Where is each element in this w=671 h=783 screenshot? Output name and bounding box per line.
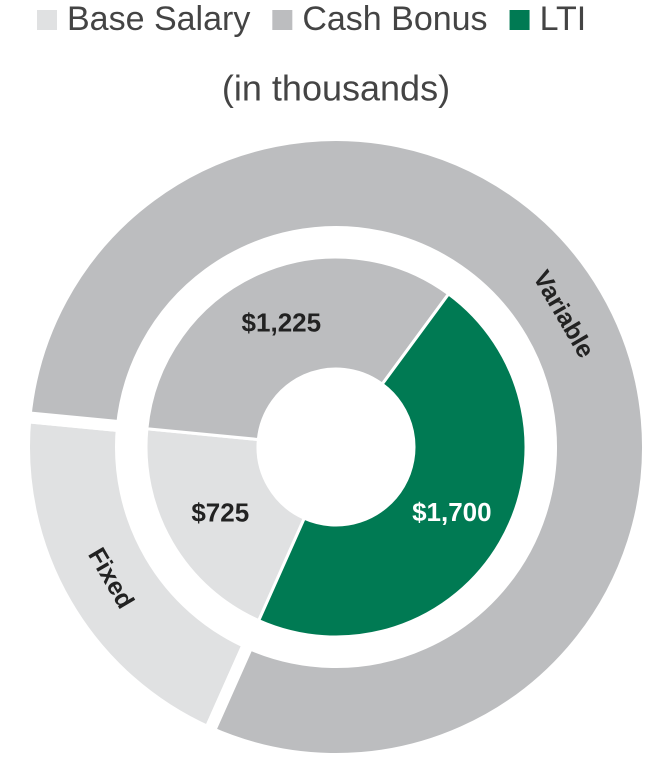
data-label: $1,700 [412, 497, 492, 527]
data-label: $1,225 [242, 308, 322, 338]
data-label: $725 [191, 497, 249, 527]
legend-label: Cash Bonus [302, 0, 487, 38]
inner-segment [256, 291, 528, 639]
legend: Base Salary Cash Bonus LTI [37, 0, 586, 38]
outer-segment [18, 129, 654, 765]
inner-segment [145, 255, 451, 442]
legend-swatch [272, 10, 293, 30]
legend-swatch [509, 10, 530, 30]
legend-label: LTI [540, 0, 587, 38]
legend-swatch [37, 10, 57, 30]
inner-segment [144, 427, 307, 623]
subtitle: (in thousands) [222, 68, 450, 109]
outer-segment [18, 410, 257, 740]
legend-label: Base Salary [67, 0, 250, 38]
